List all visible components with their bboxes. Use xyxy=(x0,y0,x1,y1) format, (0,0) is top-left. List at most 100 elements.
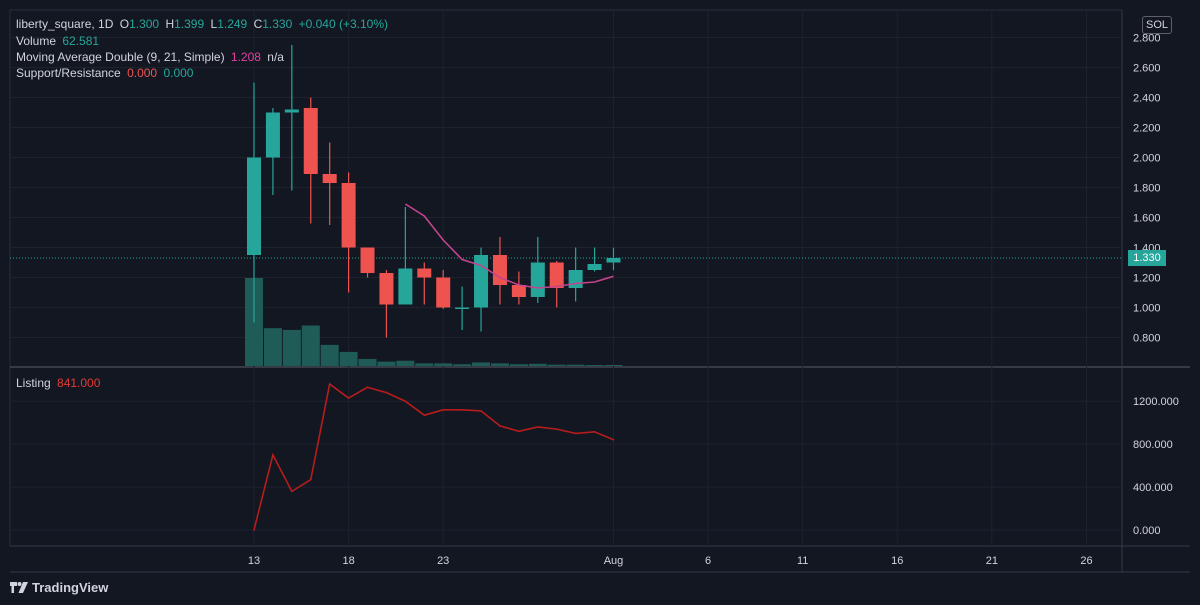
open-value: 1.300 xyxy=(129,17,160,31)
volume-value: 62.581 xyxy=(62,34,100,48)
volume-bar xyxy=(282,329,301,366)
close-value: 1.330 xyxy=(262,17,293,31)
ohlc-legend: liberty_square, 1D O1.300 H1.399 L1.249 … xyxy=(16,16,391,32)
volume-bar xyxy=(528,363,547,366)
volume-bar xyxy=(263,328,282,366)
x-tick-label: 23 xyxy=(437,555,449,567)
symbol-title[interactable]: liberty_square, 1D xyxy=(16,17,114,31)
volume-bar xyxy=(339,351,358,366)
listing-y-tick-label: 400.000 xyxy=(1133,482,1173,494)
y-tick-label: 1.800 xyxy=(1133,183,1161,195)
candles xyxy=(247,45,621,338)
volume-bar xyxy=(472,362,491,366)
candle-body xyxy=(265,112,280,158)
last-price-tag: 1.330 xyxy=(1128,250,1166,266)
x-tick-label: 11 xyxy=(797,555,808,567)
ma-value-1: 1.208 xyxy=(230,50,261,64)
volume-label: Volume xyxy=(16,34,57,48)
volume-bar xyxy=(415,363,434,366)
listing-point xyxy=(291,490,293,493)
listing-point xyxy=(423,414,426,416)
candle-body xyxy=(549,262,564,288)
tradingview-brand[interactable]: TradingView xyxy=(10,580,108,595)
listing-line xyxy=(253,382,615,531)
currency-badge[interactable]: SOL xyxy=(1142,16,1172,34)
x-tick-label: 18 xyxy=(342,555,354,567)
sr-legend[interactable]: Support/Resistance 0.000 0.000 xyxy=(16,65,196,81)
ma-label: Moving Average Double (9, 21, Simple) xyxy=(16,50,225,64)
volume-bar xyxy=(509,364,528,366)
low-label: L xyxy=(210,17,218,31)
listing-legend[interactable]: Listing 841.000 xyxy=(16,375,103,391)
listing-polyline xyxy=(253,382,614,531)
low-value: 1.249 xyxy=(217,17,248,31)
moving-average-line xyxy=(404,203,614,289)
y-tick-label: 2.600 xyxy=(1133,63,1161,75)
listing-point xyxy=(385,391,388,394)
candle-body xyxy=(568,270,583,288)
listing-point xyxy=(347,397,350,399)
ma-value-2: n/a xyxy=(267,50,284,64)
candle-body xyxy=(360,247,375,273)
moving-average-polyline xyxy=(404,203,614,289)
listing-value: 841.000 xyxy=(57,376,101,390)
x-tick-label: 13 xyxy=(248,555,260,567)
volume-bar xyxy=(490,363,509,366)
volume-bar xyxy=(566,364,585,366)
listing-point xyxy=(612,438,615,441)
volume-bar xyxy=(358,358,377,366)
y-tick-label: 1.200 xyxy=(1133,273,1161,285)
listing-point xyxy=(253,529,255,531)
listing-point xyxy=(499,425,501,427)
volume-legend[interactable]: Volume 62.581 xyxy=(16,33,102,49)
candle-body xyxy=(587,264,602,270)
candle-body xyxy=(379,273,394,305)
candle-body xyxy=(247,157,261,255)
y-tick-label: 2.800 xyxy=(1133,33,1161,45)
tradingview-logo-icon xyxy=(10,582,28,593)
listing-y-tick-label: 800.000 xyxy=(1133,439,1173,451)
candle-body xyxy=(530,262,545,297)
candle-body xyxy=(322,174,337,183)
candle-body xyxy=(303,108,318,174)
candle-body xyxy=(606,258,621,263)
ma-legend[interactable]: Moving Average Double (9, 21, Simple) 1.… xyxy=(16,49,287,65)
listing-point xyxy=(537,426,539,428)
listing-point xyxy=(480,410,482,412)
candle-body xyxy=(398,268,413,305)
x-tick-label: Aug xyxy=(604,555,624,567)
volume-bar xyxy=(547,364,566,366)
listing-label: Listing xyxy=(16,376,51,390)
y-tick-label: 1.000 xyxy=(1133,303,1161,315)
volume-bar xyxy=(396,360,415,366)
x-tick-label: 21 xyxy=(986,555,998,567)
volume-bar xyxy=(604,365,623,366)
listing-point xyxy=(461,409,463,411)
volume-bar xyxy=(434,363,453,366)
listing-point xyxy=(272,454,274,456)
x-tick-label: 16 xyxy=(891,555,903,567)
candle-body xyxy=(511,285,526,297)
y-tick-label: 2.200 xyxy=(1133,123,1161,135)
listing-point xyxy=(442,409,445,411)
grid-lines xyxy=(9,9,1190,573)
listing-point xyxy=(366,386,369,389)
close-label: C xyxy=(253,17,263,31)
sr-label: Support/Resistance xyxy=(16,66,121,80)
listing-point xyxy=(404,400,407,403)
candle-body xyxy=(455,307,470,309)
x-tick-label: 26 xyxy=(1080,555,1092,567)
sr-value-1: 0.000 xyxy=(127,66,158,80)
candle-body xyxy=(492,255,507,285)
y-tick-label: 2.400 xyxy=(1133,93,1161,105)
open-label: O xyxy=(119,17,130,31)
candle-body xyxy=(284,109,299,113)
listing-point xyxy=(309,478,312,481)
y-tick-label: 1.600 xyxy=(1133,213,1161,225)
listing-point xyxy=(593,431,596,433)
volume-bar xyxy=(320,344,339,366)
y-tick-label: 2.000 xyxy=(1133,153,1161,165)
listing-point xyxy=(518,430,520,433)
volume-bar xyxy=(377,361,396,366)
